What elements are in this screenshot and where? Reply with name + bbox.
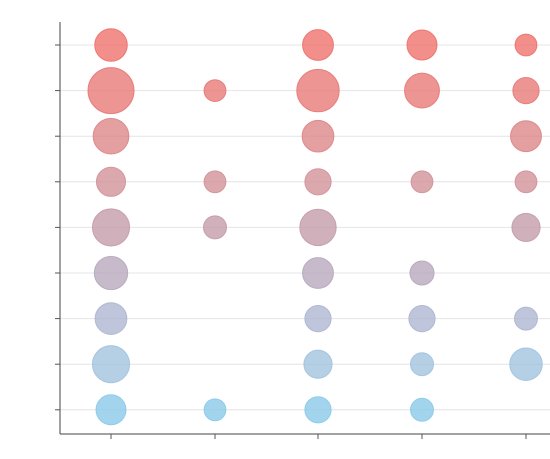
bubble-point xyxy=(512,76,540,105)
bubble-point xyxy=(410,170,434,194)
bubble-point xyxy=(303,349,333,379)
bubble-point xyxy=(514,33,538,57)
bubble-point xyxy=(304,168,332,196)
bubble-point xyxy=(404,72,440,109)
bubble-point xyxy=(203,398,227,422)
bubble-point xyxy=(406,29,438,61)
axis-ticks xyxy=(55,44,527,439)
bubble-point xyxy=(302,257,334,289)
bubble-point xyxy=(514,170,538,194)
bubble-point xyxy=(203,215,227,240)
bubble-point xyxy=(296,68,340,113)
bubble-point xyxy=(410,397,434,422)
bubble-point xyxy=(302,29,334,61)
bubble-point xyxy=(93,255,129,291)
bubble-point xyxy=(304,396,332,424)
bubble-point xyxy=(203,170,227,194)
bubble-point xyxy=(410,352,434,377)
bubble-point xyxy=(92,117,130,155)
bubble-point xyxy=(203,79,227,103)
bubble-point xyxy=(301,119,335,153)
bubble-point xyxy=(514,306,538,331)
bubble-point xyxy=(408,304,436,333)
bubble-point xyxy=(511,212,541,242)
bubble-point xyxy=(95,166,127,197)
bubble-point xyxy=(91,345,131,384)
bubble-point xyxy=(95,394,127,426)
bubble-point xyxy=(87,67,135,115)
bubble-point xyxy=(510,120,542,153)
bubble-point xyxy=(91,208,131,247)
bubble-point xyxy=(94,302,128,335)
bubble-point xyxy=(299,208,337,247)
bubble-point xyxy=(409,260,435,286)
bubble-point xyxy=(509,347,543,381)
bubble-point xyxy=(304,304,332,333)
bubbles xyxy=(87,28,543,426)
bubble-point xyxy=(94,28,128,62)
